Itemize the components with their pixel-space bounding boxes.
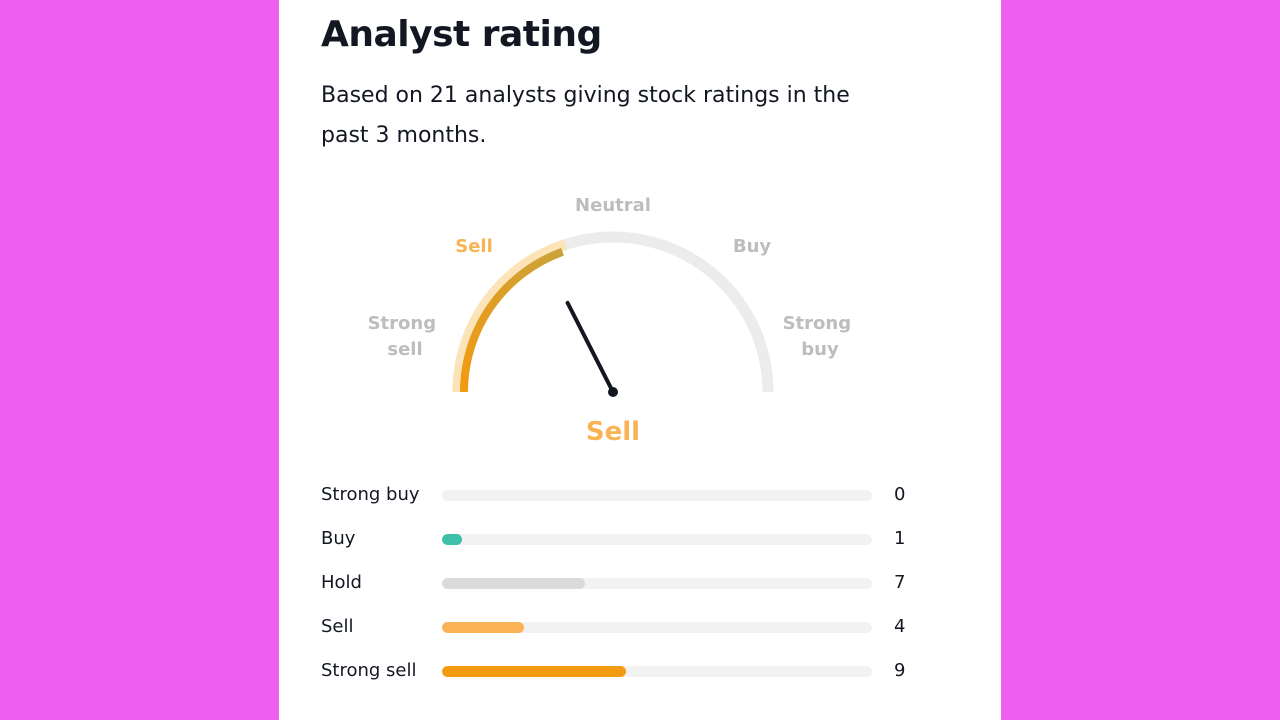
row-count: 7 [894, 572, 906, 593]
row-bar-fill [442, 666, 627, 677]
row-bar-track [442, 490, 872, 501]
analyst-rating-card: Analyst rating Based on 21 analysts givi… [279, 0, 1001, 720]
row-count: 0 [894, 484, 906, 505]
row-count: 1 [894, 528, 906, 549]
row-label: Sell [321, 616, 354, 637]
row-bar-track [442, 578, 872, 589]
row-bar-track [442, 534, 872, 545]
gauge-active-segment [460, 248, 564, 393]
gauge-label-strong-buy: Strong buy [783, 313, 858, 360]
gauge-label-strong-sell: Strong sell [368, 313, 443, 360]
gauge-active-segment-light [452, 239, 567, 393]
gauge-track [452, 231, 774, 393]
row-label: Hold [321, 572, 362, 593]
row-bar-fill [442, 534, 463, 545]
row-count: 4 [894, 616, 906, 637]
row-bar-fill [442, 578, 586, 589]
row-count: 9 [894, 660, 906, 681]
rating-gauge: Strong sell Sell Neutral Buy Strong buy … [368, 195, 858, 447]
gauge-label-sell: Sell [455, 236, 493, 257]
gauge-needle-hub [608, 387, 618, 397]
gauge-label-buy: Buy [733, 236, 772, 257]
card-title: Analyst rating [321, 14, 602, 55]
gauge-result-label: Sell [586, 417, 640, 447]
row-label: Buy [321, 528, 356, 549]
card-subtitle: Based on 21 analysts giving stock rating… [321, 83, 850, 148]
gauge-needle [565, 300, 615, 394]
row-bar-track [442, 666, 872, 677]
row-bar-track [442, 622, 872, 633]
row-label: Strong buy [321, 484, 420, 505]
gauge-label-neutral: Neutral [575, 195, 651, 216]
row-label: Strong sell [321, 660, 417, 681]
row-bar-fill [442, 622, 524, 633]
